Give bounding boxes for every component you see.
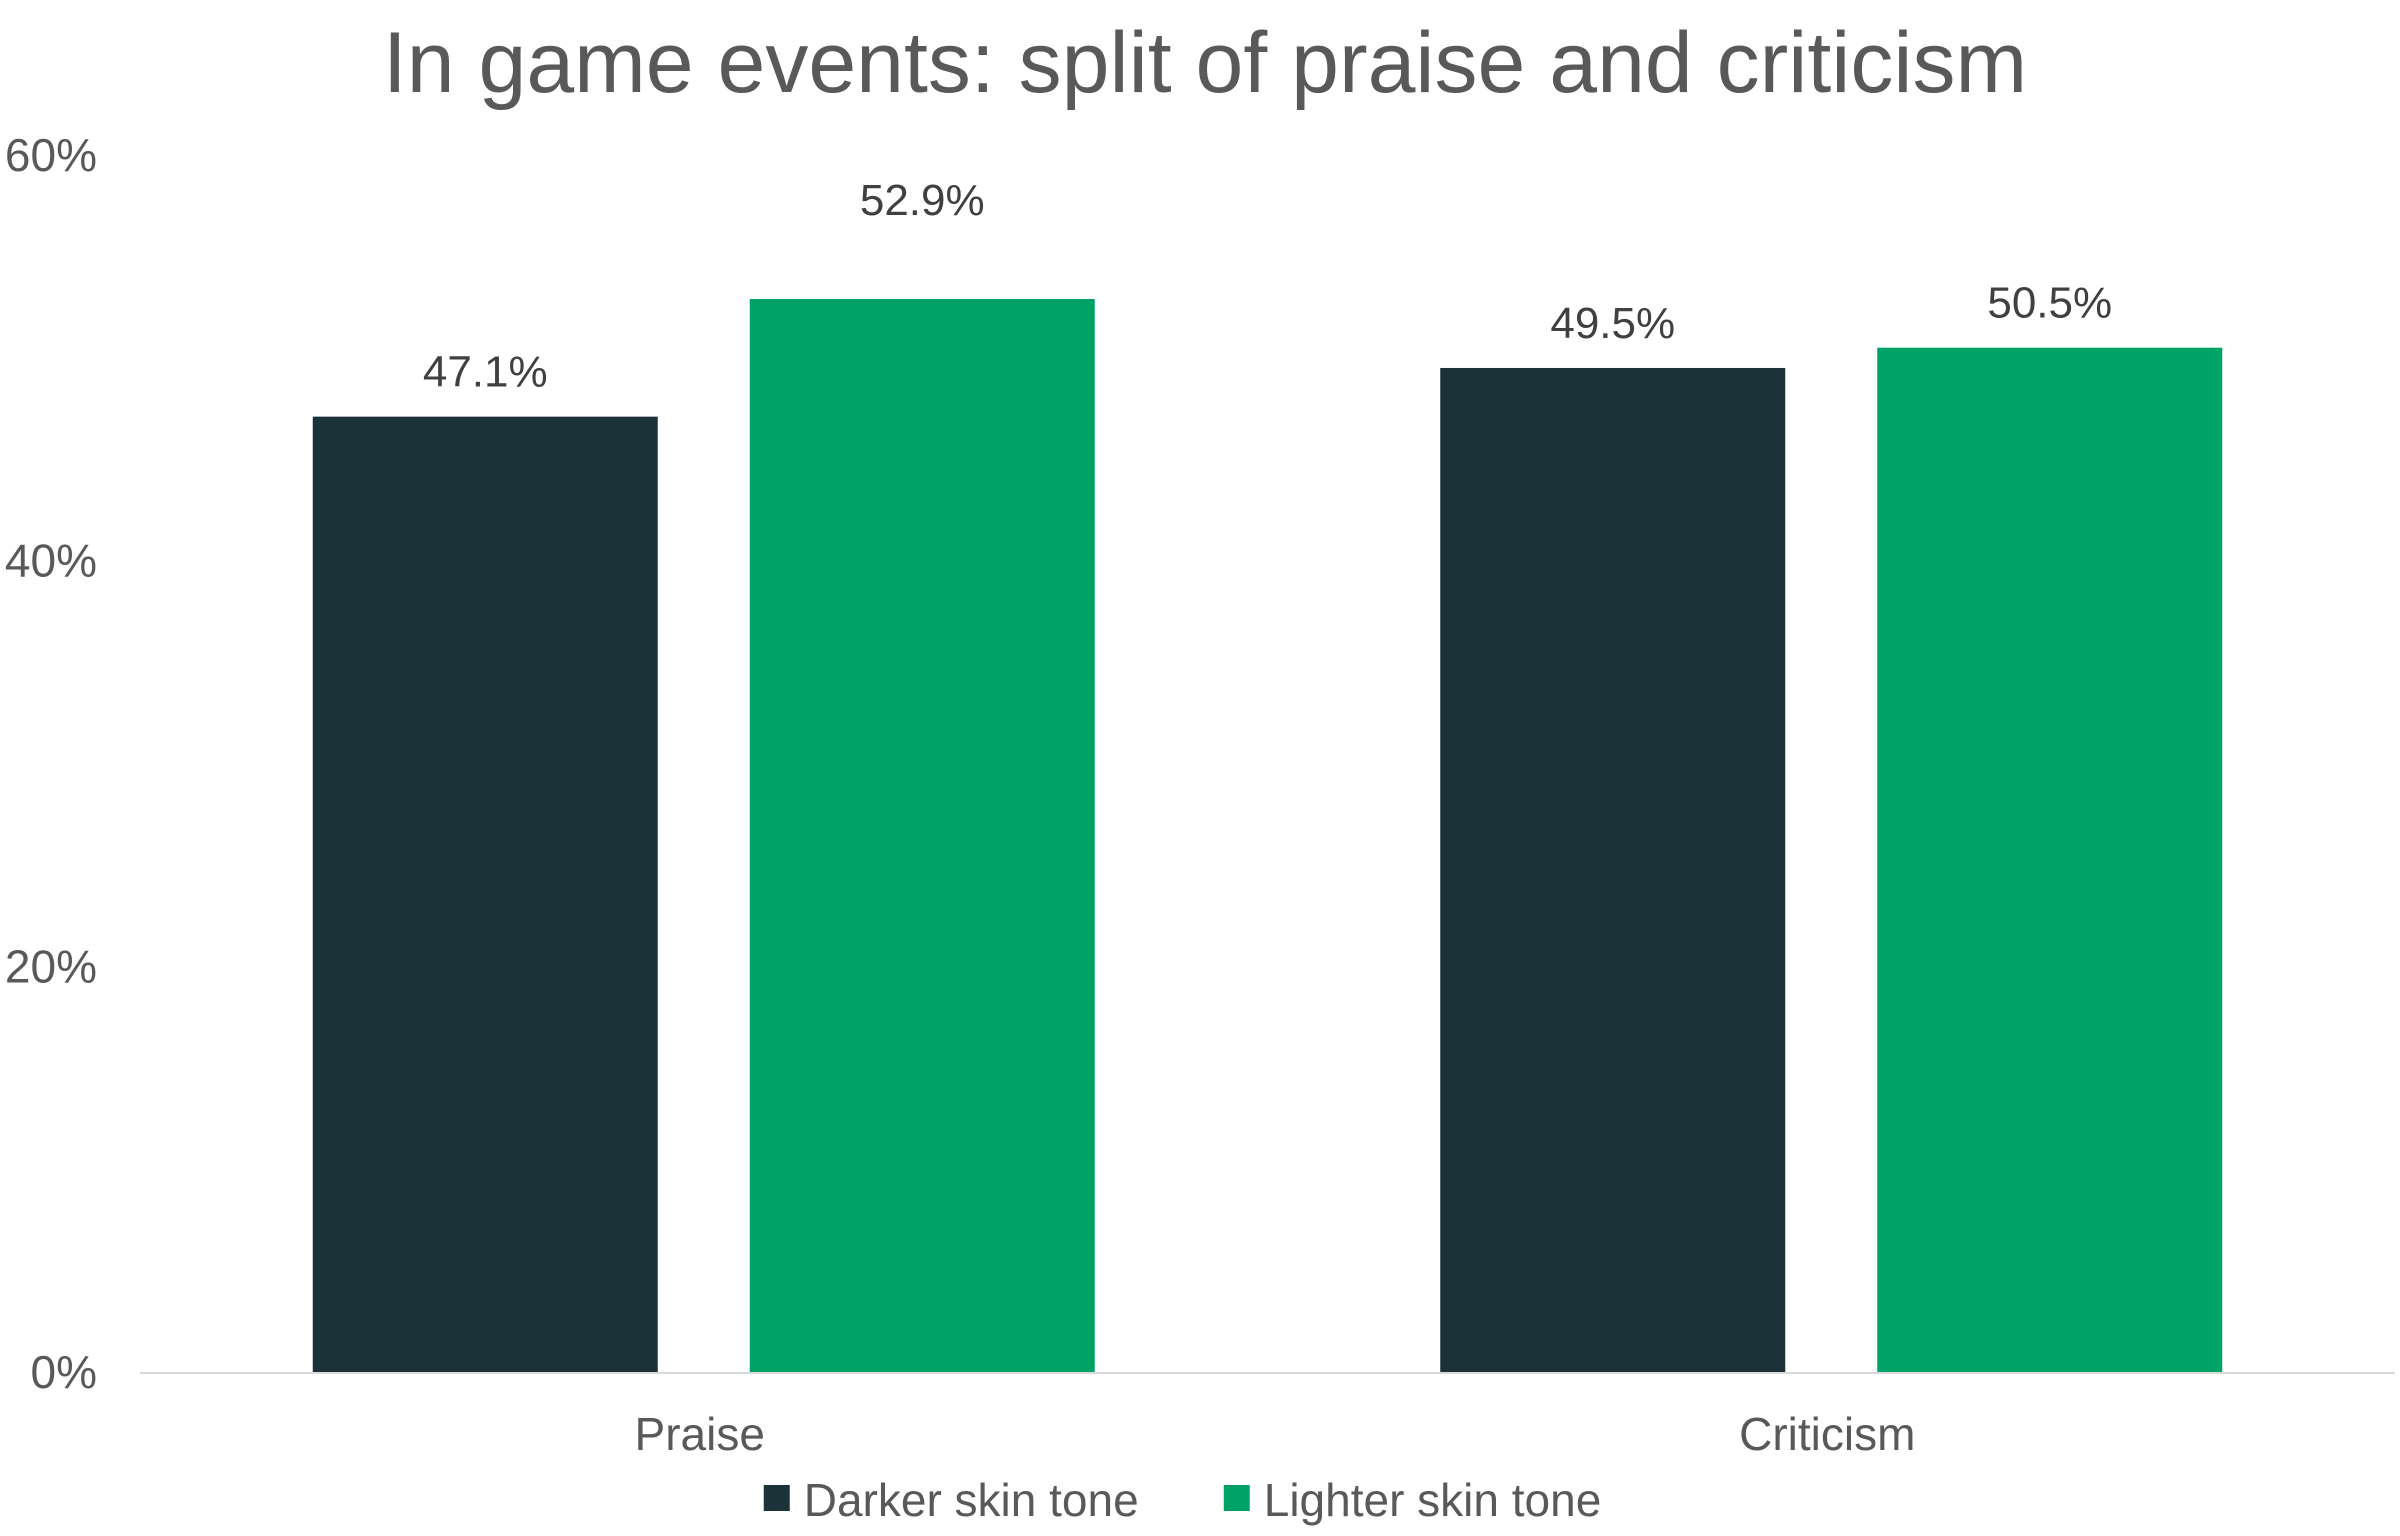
legend-label: Darker skin tone — [804, 1474, 1139, 1526]
data-label: 52.9% — [860, 176, 985, 225]
x-tick-label: Praise — [635, 1408, 765, 1460]
legend: Darker skin tone Lighter skin tone — [763, 1474, 1602, 1526]
y-tick-label: 0% — [31, 1346, 97, 1398]
bar — [749, 299, 1095, 1372]
x-axis: Praise Criticism — [635, 1408, 1916, 1460]
chart-title: In game events: split of praise and crit… — [383, 15, 2027, 111]
bar — [1877, 347, 2223, 1373]
y-axis: 0% 20% 40% 60% — [5, 129, 97, 1398]
data-label: 49.5% — [1550, 299, 1675, 348]
legend-item: Darker skin tone — [763, 1474, 1139, 1526]
bars-group — [312, 299, 2223, 1373]
legend-swatch — [1223, 1485, 1250, 1511]
bar — [1440, 367, 1786, 1373]
x-tick-label: Criticism — [1739, 1408, 1915, 1460]
legend-item: Lighter skin tone — [1223, 1474, 1602, 1526]
data-labels-group: 47.1% 52.9% 49.5% 50.5% — [423, 176, 2112, 397]
y-tick-label: 40% — [5, 535, 97, 587]
legend-label: Lighter skin tone — [1264, 1474, 1602, 1526]
y-tick-label: 20% — [5, 940, 97, 992]
data-label: 50.5% — [1987, 279, 2112, 328]
bar — [312, 416, 658, 1372]
legend-swatch — [763, 1485, 790, 1511]
y-tick-label: 60% — [5, 129, 97, 181]
data-label: 47.1% — [423, 348, 548, 397]
